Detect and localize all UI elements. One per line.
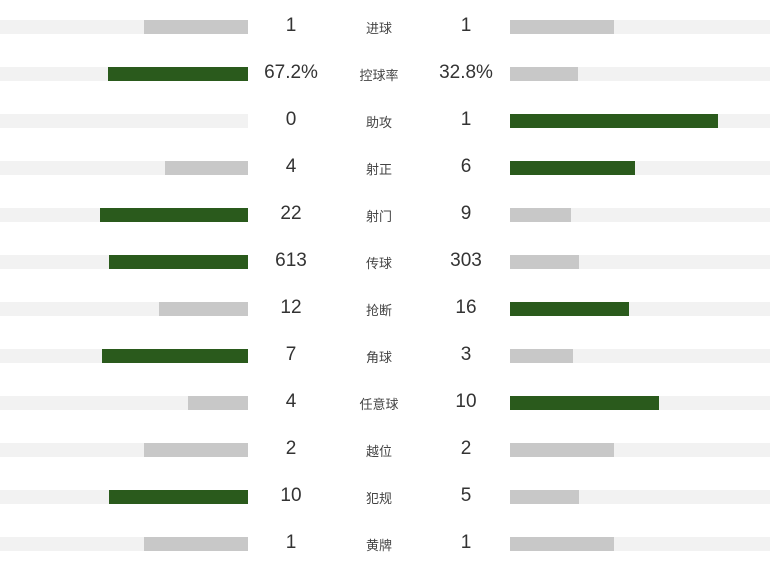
home-value: 613 <box>275 250 307 271</box>
away-value: 32.8% <box>439 62 493 83</box>
home-value: 12 <box>280 297 302 318</box>
away-bar <box>510 255 579 269</box>
away-bar <box>510 208 572 222</box>
away-value: 2 <box>460 438 472 459</box>
stat-label: 越位 <box>365 444 392 459</box>
stat-row: 0 助攻 1 <box>0 101 775 141</box>
away-bar <box>510 396 659 410</box>
home-bar-track <box>0 67 248 81</box>
stat-row: 1 进球 1 <box>0 7 775 47</box>
home-bar-track <box>0 490 248 504</box>
away-value: 1 <box>460 109 472 130</box>
home-bar-track <box>0 161 248 175</box>
away-bar <box>510 349 573 363</box>
away-bar <box>510 443 614 457</box>
home-bar <box>143 537 248 551</box>
stat-row: 22 射门 9 <box>0 195 775 235</box>
away-bar <box>510 490 579 504</box>
away-value: 3 <box>460 344 472 365</box>
stat-row: 67.2% 控球率 32.8% <box>0 54 775 94</box>
home-value: 1 <box>285 532 297 553</box>
away-bar-track <box>510 396 770 410</box>
away-bar <box>510 537 614 551</box>
home-value: 7 <box>285 344 297 365</box>
stat-row: 613 传球 303 <box>0 242 775 282</box>
stat-row: 2 越位 2 <box>0 430 775 470</box>
home-bar-track <box>0 255 248 269</box>
home-bar <box>143 443 248 457</box>
stat-row: 10 犯规 5 <box>0 477 775 517</box>
away-bar-track <box>510 20 770 34</box>
away-bar-track <box>510 255 770 269</box>
home-bar <box>107 67 248 81</box>
home-bar <box>109 490 248 504</box>
away-bar-track <box>510 349 770 363</box>
stat-row: 4 射正 6 <box>0 148 775 188</box>
home-bar-track <box>0 443 248 457</box>
away-bar <box>510 302 630 316</box>
home-value: 10 <box>280 485 302 506</box>
away-bar <box>510 67 579 81</box>
stat-label: 抢断 <box>365 303 392 318</box>
away-bar-track <box>510 67 770 81</box>
away-value: 9 <box>460 203 472 224</box>
home-bar <box>109 255 248 269</box>
away-bar-track <box>510 114 770 128</box>
away-bar-track <box>510 443 770 457</box>
stat-label: 角球 <box>365 350 392 365</box>
stat-label: 助攻 <box>365 115 392 130</box>
home-value: 4 <box>285 391 297 412</box>
stat-label: 进球 <box>365 21 392 36</box>
home-bar-track <box>0 114 248 128</box>
away-bar <box>510 20 614 34</box>
away-bar-track <box>510 537 770 551</box>
stat-row: 4 任意球 10 <box>0 383 775 423</box>
stat-label: 控球率 <box>359 68 399 83</box>
home-bar <box>101 349 248 363</box>
home-bar <box>143 20 248 34</box>
stat-row: 1 黄牌 1 <box>0 524 775 564</box>
away-bar-track <box>510 161 770 175</box>
home-bar <box>187 396 248 410</box>
home-bar <box>99 208 248 222</box>
home-bar-track <box>0 20 248 34</box>
home-value: 4 <box>285 156 297 177</box>
home-bar-track <box>0 208 248 222</box>
stat-row: 7 角球 3 <box>0 336 775 376</box>
away-bar-track <box>510 208 770 222</box>
home-bar <box>164 161 248 175</box>
away-value: 1 <box>460 532 472 553</box>
stat-label: 传球 <box>365 256 392 271</box>
away-value: 5 <box>460 485 472 506</box>
home-bar-track <box>0 302 248 316</box>
home-value: 22 <box>280 203 302 224</box>
away-value: 1 <box>460 15 472 36</box>
away-value: 6 <box>460 156 472 177</box>
stat-label: 犯规 <box>365 491 392 506</box>
home-value: 0 <box>285 109 297 130</box>
home-bar-track <box>0 537 248 551</box>
away-bar-track <box>510 490 770 504</box>
stat-label: 射门 <box>365 209 392 224</box>
away-bar <box>510 114 718 128</box>
home-bar-track <box>0 396 248 410</box>
stat-row: 12 抢断 16 <box>0 289 775 329</box>
away-value: 10 <box>455 391 477 412</box>
stat-label: 黄牌 <box>365 538 392 553</box>
home-bar-track <box>0 349 248 363</box>
away-bar <box>510 161 636 175</box>
away-value: 16 <box>455 297 477 318</box>
stat-label: 射正 <box>365 162 392 177</box>
home-value: 2 <box>285 438 297 459</box>
stat-label: 任意球 <box>359 397 399 412</box>
home-bar <box>158 302 248 316</box>
away-bar-track <box>510 302 770 316</box>
home-value: 67.2% <box>264 62 318 83</box>
home-value: 1 <box>285 15 297 36</box>
away-value: 303 <box>450 250 482 271</box>
